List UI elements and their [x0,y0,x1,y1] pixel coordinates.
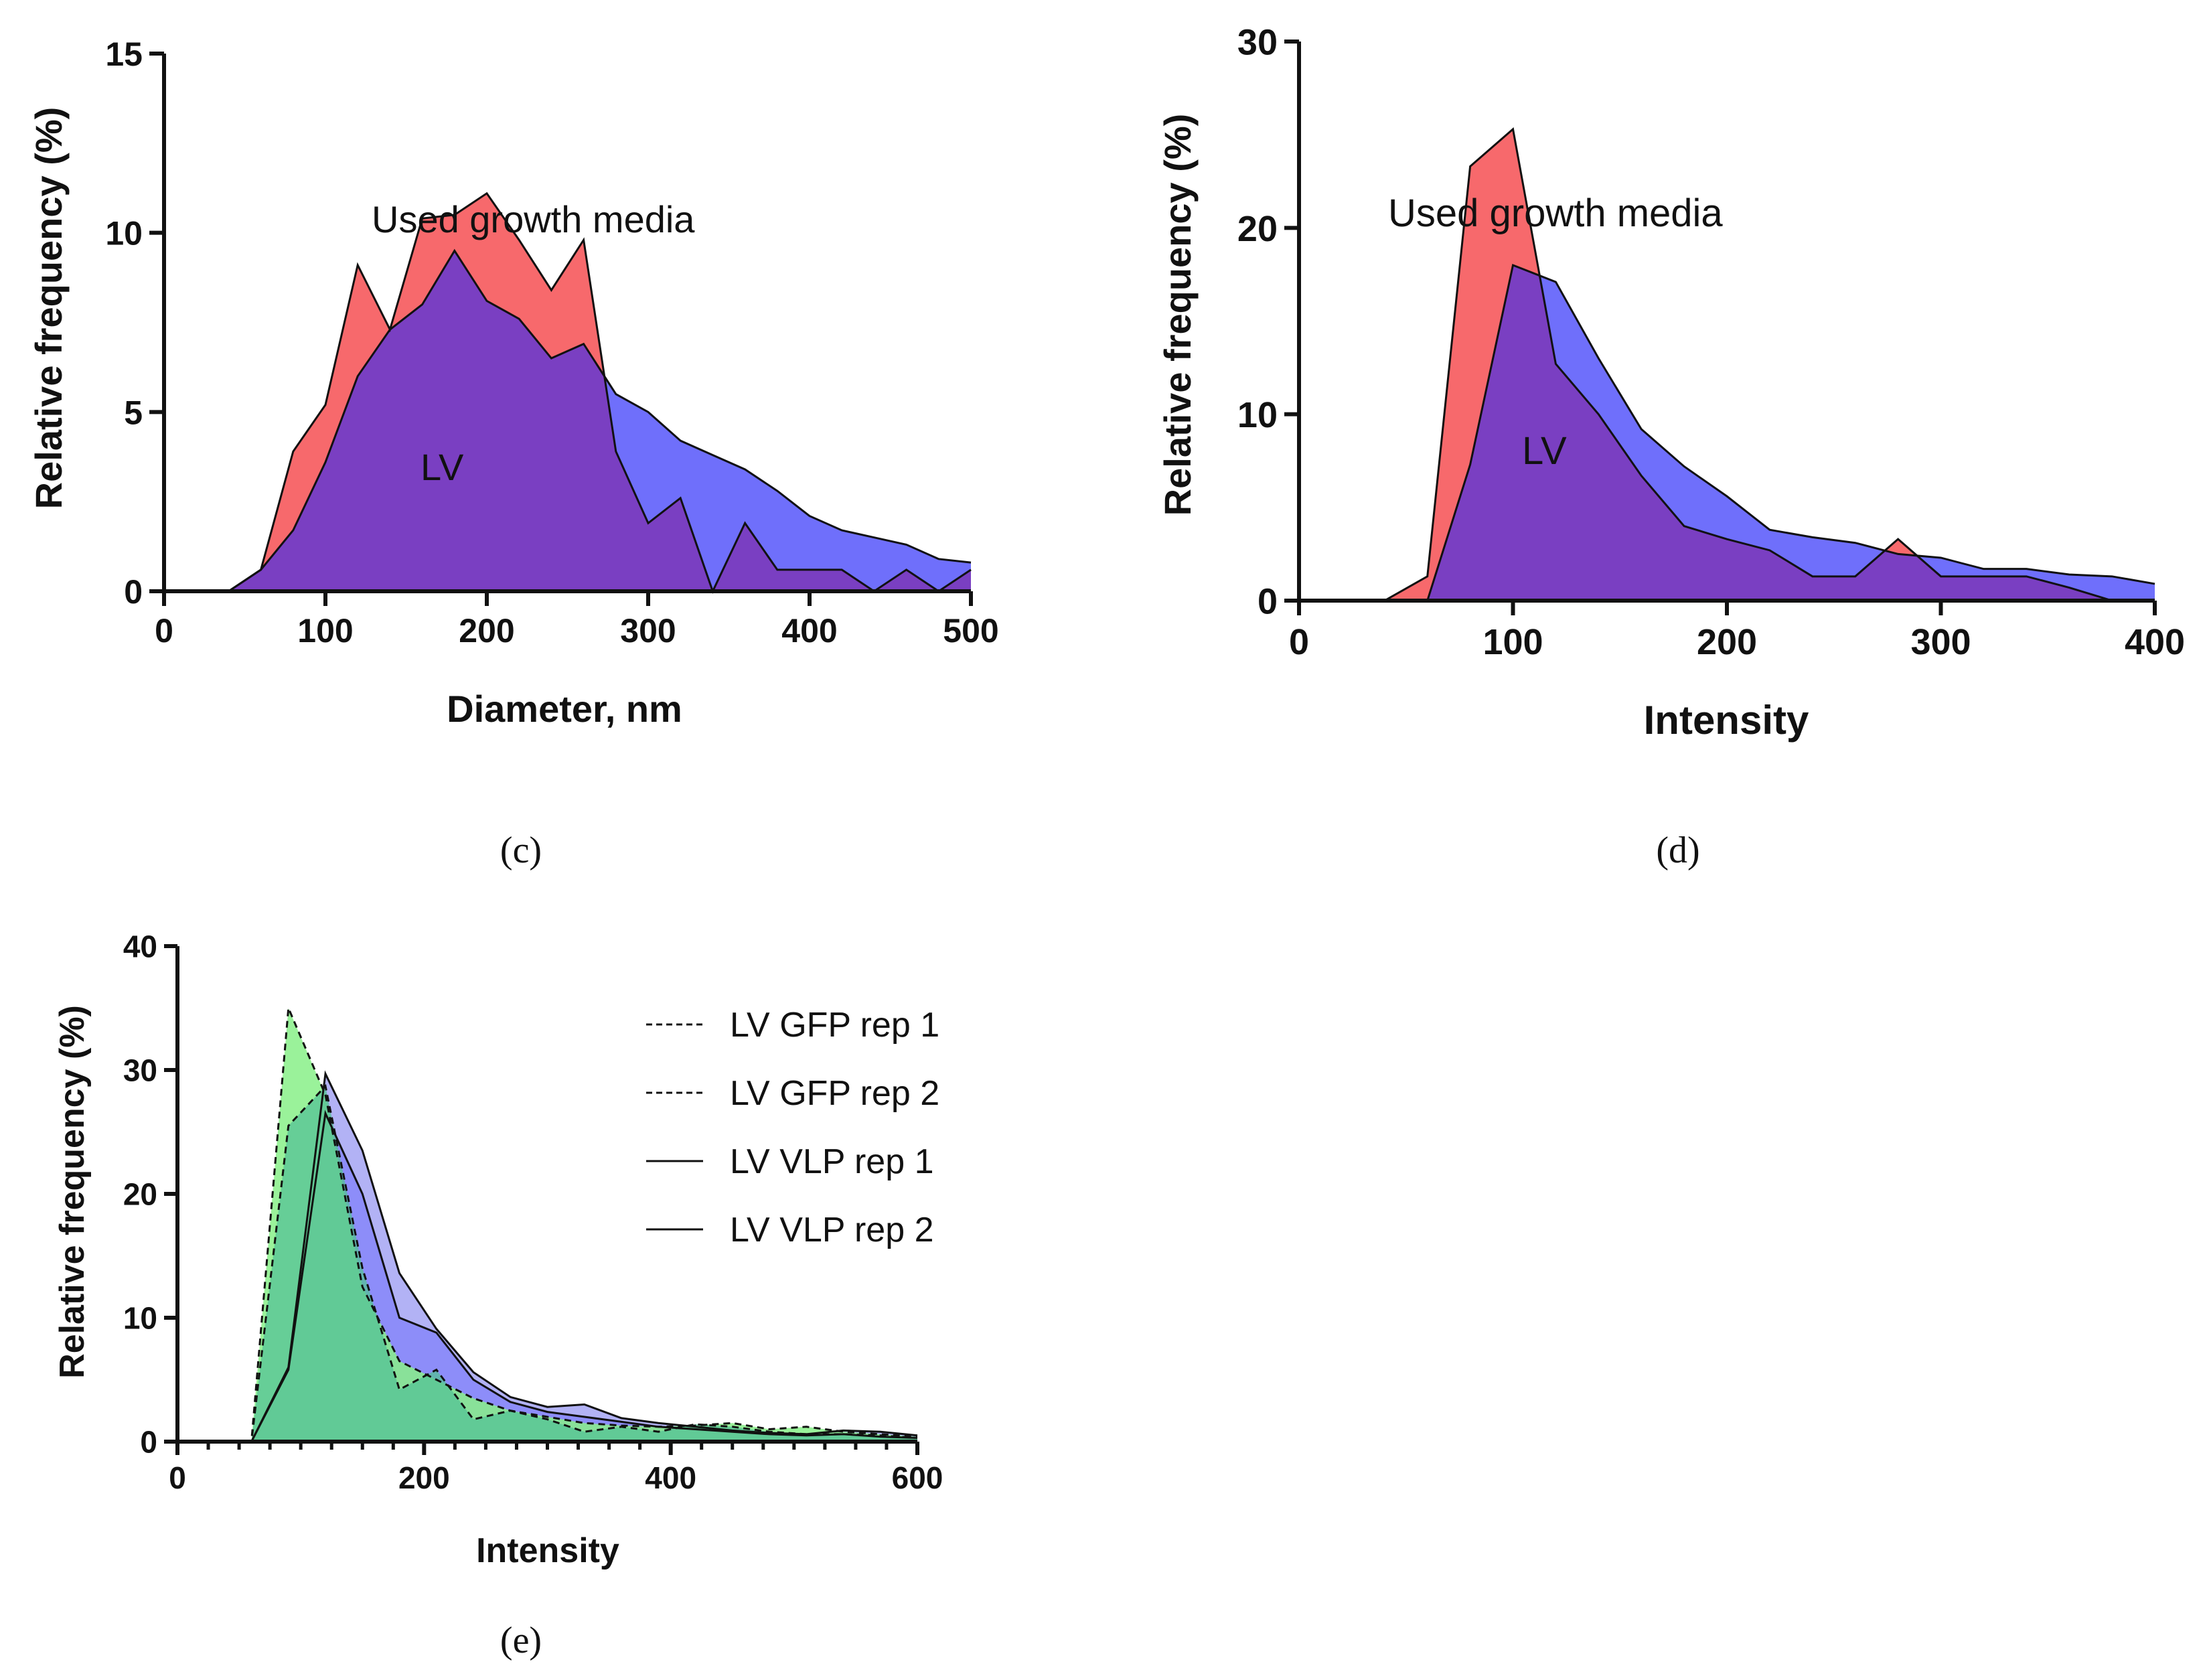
d-ytick-label: 0 [1258,581,1278,621]
e-xtick-label: 0 [169,1460,186,1495]
e-xtick-label: 600 [892,1460,943,1495]
e-series-gfp-rep-2-area [177,1086,917,1442]
c-series-media-line [164,192,972,594]
d-xtick-label: 300 [1910,622,1971,662]
c-xtick-label: 400 [781,612,837,650]
d-xtick-label: 100 [1482,622,1543,662]
c-ytick-label: 0 [124,573,143,611]
panel-d-ylabel: Relative frequency (%) [1156,114,1199,516]
d-series-lv-line [1299,263,2155,602]
d-ytick-label: 20 [1237,209,1278,249]
d-ytick-label: 10 [1237,395,1278,435]
c-xtick-label: 100 [297,612,353,650]
c-xtick-label: 0 [155,612,173,650]
panel-d-annotation-lv: LV [1522,429,1567,473]
d-xtick-label: 400 [2125,622,2185,662]
c-xtick-label: 300 [620,612,676,650]
panel-d-annotation-media: Used growth media [1388,192,1723,235]
c-xtick-label: 200 [459,612,514,650]
legend-label-3: LV VLP rep 1 [730,1142,934,1181]
e-series-gfp-rep-1-line [177,1007,918,1443]
d-overlap-area [1299,265,2155,601]
e-xtick-label: 400 [645,1460,696,1495]
legend-label-2: LV GFP rep 2 [730,1074,939,1113]
c-xtick-label: 500 [943,612,998,650]
panel-label-d: (d) [1656,830,1699,871]
e-series-vlp-rep-2-line [177,1110,918,1443]
e-ytick-label: 40 [123,929,157,964]
panel-d-xlabel: Intensity [1644,698,1809,743]
panel-c-annotation-media: Used growth media [372,198,695,240]
e-ytick-label: 20 [123,1177,157,1212]
c-ytick-label: 5 [124,394,143,431]
d-xtick-label: 200 [1697,622,1757,662]
c-ytick-label: 10 [105,215,143,252]
panel-e-legend: LV GFP rep 1 LV GFP rep 2 LV VLP rep 1 LV V… [646,1006,939,1249]
c-series-lv-line [164,248,972,593]
e-ytick-label: 10 [123,1301,157,1336]
e-ytick-label: 30 [123,1053,157,1088]
d-xtick-label: 0 [1289,622,1309,662]
panel-label-c: (c) [500,830,542,871]
e-ytick-label: 0 [140,1425,157,1460]
panel-c-annotation-lv: LV [421,446,464,488]
panel-e-xlabel: Intensity [476,1531,619,1570]
panel-c-xlabel: Diameter, nm [447,688,682,730]
panel-c-chart: 0 5 10 15 0 100 200 300 400 500 Relative frequenc… [27,35,999,730]
panel-c-ylabel: Relative frequency (%) [27,107,70,510]
e-xtick-label: 200 [398,1460,450,1495]
panel-e-ylabel: Relative frequency (%) [53,1005,92,1379]
panel-label-e: (e) [500,1620,542,1661]
legend-label-1: LV GFP rep 1 [730,1006,939,1045]
e-series-gfp-rep-2-line [177,1083,918,1443]
d-ytick-label: 30 [1237,22,1278,62]
c-plot-area: 0 5 10 15 0 100 200 300 400 500 [105,35,998,650]
d-series-media-line [1299,127,2155,602]
c-ytick-label: 15 [105,35,143,73]
legend-label-4: LV VLP rep 2 [730,1211,934,1249]
